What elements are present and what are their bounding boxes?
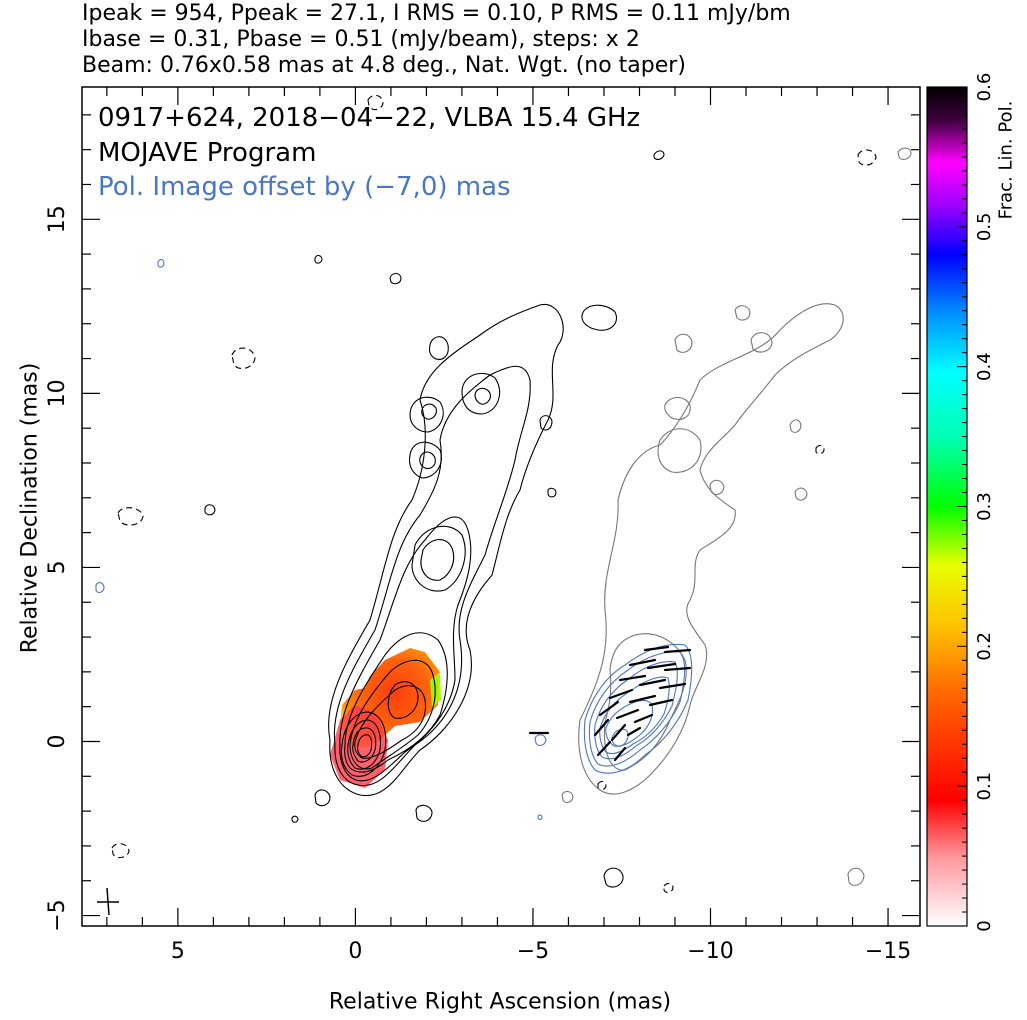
- x-axis-label: Relative Right Ascension (mas): [328, 989, 672, 1015]
- header-beam-line: Beam: 0.76x0.58 mas at 4.8 deg., Nat. Wg…: [82, 53, 686, 78]
- y-tick-label: −5: [45, 899, 70, 931]
- total-intensity-contours: [204, 150, 665, 888]
- header-contour-line: Ibase = 0.31, Pbase = 0.51 (mJy/beam), s…: [82, 27, 640, 52]
- x-tick-label: 5: [171, 939, 185, 964]
- source-title: 0917+624, 2018−04−22, VLBA 15.4 GHz: [98, 103, 641, 133]
- axis-ticks: 5 0 −5 −10 −15 −5 0 5 10 15: [45, 87, 920, 964]
- x-tick-label: −15: [865, 939, 911, 964]
- plot-frame: [81, 86, 921, 927]
- evpa-sticks: [528, 645, 692, 762]
- colorbar-tick-label: 0.4: [974, 352, 995, 381]
- colorbar-tick-label: 0.5: [974, 213, 995, 242]
- colorbar-ticks: 0 0.1 0.2 0.3 0.4 0.5 0.6: [957, 73, 995, 932]
- x-tick-label: −10: [687, 939, 733, 964]
- x-tick-label: −5: [517, 939, 549, 964]
- offset-pol-image-contours: [561, 147, 912, 886]
- y-axis-label: Relative Declination (mas): [17, 362, 43, 654]
- colorbar-tick-label: 0.2: [974, 632, 995, 661]
- pol-offset-note: Pol. Image offset by (−7,0) mas: [98, 172, 511, 202]
- y-tick-label: 10: [45, 379, 70, 407]
- y-tick-label: 0: [45, 734, 70, 748]
- x-tick-label: 0: [348, 939, 362, 964]
- header-stats-line: Ipeak = 954, Ppeak = 27.1, I RMS = 0.10,…: [82, 1, 791, 26]
- pol-intensity-contours: [95, 259, 693, 821]
- program-label: MOJAVE Program: [98, 138, 317, 168]
- colorbar-tick-label: 0: [974, 920, 995, 931]
- y-tick-label: 5: [45, 560, 70, 574]
- y-tick-label: 15: [45, 205, 70, 233]
- beam-cross-symbol: [97, 887, 119, 916]
- colorbar-label: Frac. Lin. Pol.: [995, 100, 1017, 220]
- colorbar-tick-label: 0.1: [974, 772, 995, 801]
- colorbar-tick-label: 0.6: [974, 73, 995, 102]
- negative-contours: [111, 94, 877, 893]
- colorbar-tick-label: 0.3: [974, 492, 995, 521]
